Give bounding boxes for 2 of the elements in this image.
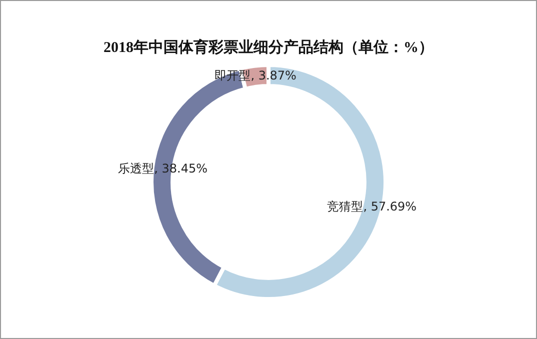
slice-label: 竞猜型, 57.69% [327,200,417,214]
chart-title: 2018年中国体育彩票业细分产品结构（单位：%） [104,38,434,56]
